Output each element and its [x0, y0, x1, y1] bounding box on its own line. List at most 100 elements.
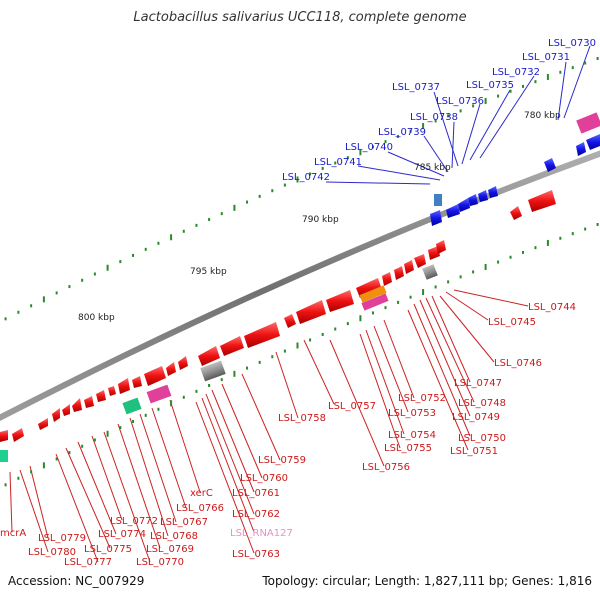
- feature-magenta-block: [146, 384, 172, 404]
- minor-tick: [571, 66, 574, 70]
- page-title: Lactobacillus salivarius UCC118, complet…: [133, 10, 467, 25]
- feature-dark-block: [422, 264, 438, 280]
- minor-tick: [459, 275, 462, 279]
- minor-tick: [497, 94, 500, 98]
- major-tick: [359, 149, 362, 156]
- minor-tick: [584, 61, 587, 65]
- minor-tick: [459, 109, 462, 113]
- major-tick: [422, 123, 425, 130]
- minor-tick: [434, 285, 437, 289]
- gene-forward: [430, 210, 442, 226]
- minor-tick: [182, 395, 185, 399]
- gene-label: LSL_0779: [38, 533, 86, 544]
- gene-reverse: [0, 430, 8, 442]
- gene-reverse: [178, 356, 188, 370]
- minor-tick: [55, 457, 58, 461]
- minor-tick: [497, 260, 500, 264]
- minor-tick: [559, 70, 562, 74]
- gene-reverse: [510, 206, 522, 220]
- gene-label: LSL_0744: [528, 302, 576, 313]
- minor-tick: [397, 134, 400, 138]
- minor-tick: [447, 114, 450, 118]
- minor-tick: [509, 255, 512, 259]
- minor-tick: [246, 366, 249, 370]
- minor-tick: [258, 194, 261, 198]
- kbp-label: 790 kbp: [302, 215, 339, 225]
- minor-tick: [584, 227, 587, 231]
- gene-label: LSL_0763: [232, 549, 280, 560]
- minor-tick: [346, 156, 349, 160]
- feature-blue-block: [434, 194, 442, 206]
- major-tick: [42, 296, 45, 303]
- gene-reverse: [96, 390, 106, 402]
- minor-tick: [258, 360, 261, 364]
- reverse-strand-genes: [0, 190, 556, 442]
- minor-tick: [334, 327, 337, 331]
- minor-tick: [93, 272, 96, 276]
- gene-label: LSL_0748: [458, 398, 506, 409]
- minor-tick: [119, 260, 122, 264]
- feature-magenta-block: [361, 293, 389, 311]
- gene-label: LSL_0768: [150, 531, 198, 542]
- major-tick: [42, 462, 45, 469]
- feature-orange-block: [359, 285, 387, 303]
- gene-reverse: [296, 300, 326, 324]
- minor-tick: [208, 383, 211, 387]
- gene-label: LSL_0769: [146, 544, 194, 555]
- minor-tick: [182, 229, 185, 233]
- gene-reverse: [404, 260, 414, 274]
- gene-label: LSL_0739: [378, 127, 426, 138]
- minor-tick: [30, 470, 33, 474]
- minor-tick: [220, 378, 223, 382]
- genome-stats-text: Topology: circular; Length: 1,827,111 bp…: [262, 574, 592, 588]
- gene-reverse: [84, 396, 94, 408]
- minor-tick: [157, 407, 160, 411]
- major-tick: [484, 263, 487, 270]
- major-tick: [546, 239, 549, 246]
- gene-forward: [478, 190, 488, 202]
- minor-tick: [195, 389, 198, 393]
- gene-label: LSL_0758: [278, 413, 326, 424]
- gene-label: LSL_0735: [466, 80, 514, 91]
- minor-tick: [371, 145, 374, 149]
- gene-reverse: [62, 404, 70, 416]
- gene-label: LSL_0732: [492, 67, 540, 78]
- minor-tick: [321, 332, 324, 336]
- major-tick: [546, 73, 549, 80]
- gene-reverse: [284, 314, 296, 328]
- gene-reverse: [428, 246, 440, 260]
- gene-reverse: [382, 272, 392, 286]
- gene-reverse: [244, 322, 280, 348]
- gene-reverse: [356, 278, 382, 298]
- minor-tick: [157, 241, 160, 245]
- minor-tick: [522, 250, 525, 254]
- major-tick: [170, 400, 173, 407]
- minor-tick: [309, 172, 312, 176]
- gene-forward: [446, 204, 460, 218]
- gene-label: LSL_0775: [84, 544, 132, 555]
- gene-reverse: [38, 418, 48, 430]
- kbp-labels: 780 kbp 785 kbp 790 kbp 795 kbp 800 kbp: [78, 111, 561, 323]
- minor-tick: [144, 413, 147, 417]
- minor-tick: [534, 246, 537, 250]
- minor-tick: [596, 57, 599, 61]
- minor-tick: [246, 200, 249, 204]
- gene-forward: [576, 142, 586, 156]
- gene-forward: [488, 186, 498, 198]
- gene-reverse: [166, 362, 176, 376]
- major-tick: [296, 176, 299, 183]
- major-tick: [233, 204, 236, 211]
- gene-label: LSL_0741: [314, 157, 362, 168]
- minor-tick: [93, 438, 96, 442]
- major-tick: [106, 430, 109, 437]
- minor-tick: [195, 223, 198, 227]
- gene-reverse: [118, 378, 130, 394]
- minor-tick: [409, 129, 412, 133]
- feature-grey-block: [200, 360, 226, 382]
- gene-label: LSL_0760: [240, 473, 288, 484]
- gene-label: LSL_0754: [388, 430, 436, 441]
- gene-label: LSL_0777: [64, 557, 112, 568]
- gene-forward: [586, 134, 600, 150]
- gene-label: LSL_0757: [328, 401, 376, 412]
